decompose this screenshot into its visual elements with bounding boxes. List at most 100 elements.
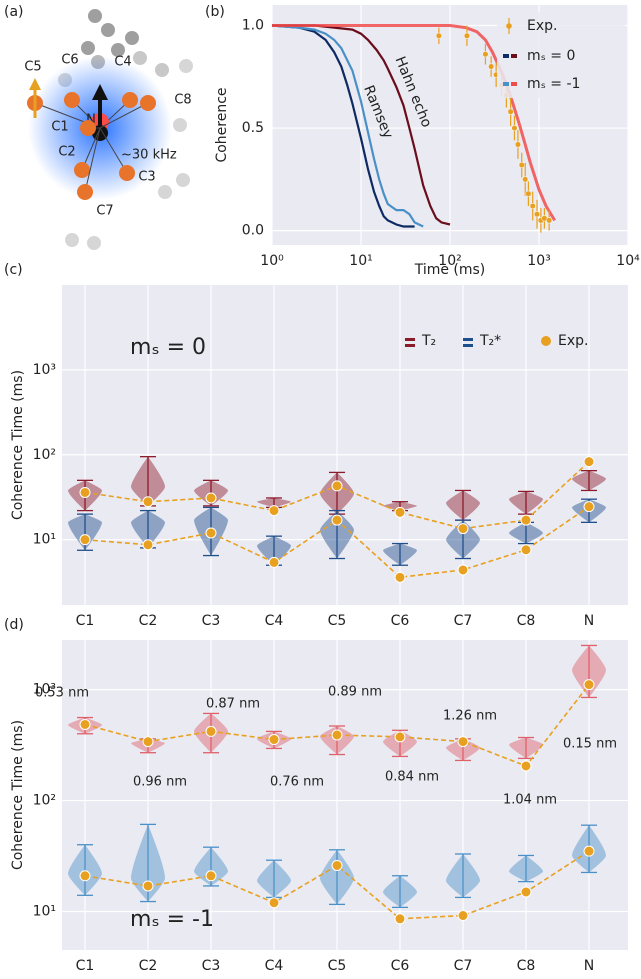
atom-label: C3: [138, 170, 155, 185]
x-tick-label: C6: [391, 958, 410, 974]
distance-label: 1.04 nm: [503, 793, 557, 808]
exp-point: [520, 760, 532, 772]
x-tick-label: C4: [265, 613, 284, 629]
exp-point: [522, 176, 529, 183]
legend-label: T₂*: [479, 333, 501, 349]
exp-point: [514, 141, 521, 148]
y-axis-label: Coherence: [214, 87, 230, 162]
legend-swatch: [511, 54, 517, 58]
exp-point: [331, 480, 343, 492]
exp-point: [331, 514, 343, 526]
exp-point: [205, 870, 217, 882]
atom-label: C7: [96, 204, 113, 219]
legend-label: mₛ = 0: [527, 48, 575, 64]
y-tick-label: 10³: [33, 682, 56, 698]
y-tick-label: 10²: [33, 447, 56, 463]
exp-point: [142, 736, 154, 748]
distance-label: 0.96 nm: [133, 775, 187, 790]
exp-point: [394, 913, 406, 925]
atom-label: C4: [114, 55, 131, 70]
plot-area: [62, 640, 628, 950]
exp-point: [520, 544, 532, 556]
distance-label: 0.53 nm: [35, 686, 89, 701]
carbon-atom: [64, 92, 80, 108]
exp-point: [268, 897, 280, 909]
c5-spin-head: [29, 78, 41, 90]
exp-point: [457, 523, 469, 535]
coherence-curve: [272, 24, 451, 226]
atom-label: C8: [174, 93, 191, 108]
bond: [99, 127, 128, 174]
legend-swatch: [511, 82, 517, 86]
x-tick-label: N: [584, 613, 594, 629]
x-tick-label: C1: [76, 958, 95, 974]
atom-label: C5: [24, 60, 41, 75]
exp-point: [520, 886, 532, 898]
carbon-atom: [122, 92, 138, 108]
x-tick-label: N: [584, 958, 594, 974]
y-tick-label: 0.5: [242, 120, 264, 136]
legend-swatch: [463, 344, 473, 347]
exp-point: [463, 32, 470, 39]
coherence-curve: [271, 24, 415, 228]
distance-label: 0.15 nm: [563, 737, 617, 752]
spin-state-label: mₛ = -1: [130, 907, 214, 932]
exp-point: [546, 217, 553, 224]
y-tick-label: 1.0: [242, 18, 264, 34]
distance-label: 1.26 nm: [443, 709, 497, 724]
exp-point: [583, 845, 595, 857]
exp-point: [142, 880, 154, 892]
legend-label: mₛ = -1: [527, 76, 580, 92]
exp-point: [533, 211, 541, 218]
exp-point: [205, 527, 217, 539]
exp-point: [457, 736, 469, 748]
x-tick-label: C3: [202, 613, 221, 629]
legend-box: [497, 12, 625, 98]
x-tick-label: C7: [454, 613, 473, 629]
exp-point: [518, 161, 525, 169]
carbon-atom: [80, 120, 96, 136]
legend-exp-dot: [506, 23, 512, 29]
panel-label: (b): [205, 4, 225, 20]
legend-label: Exp.: [558, 333, 588, 349]
y-tick-label: 10¹: [33, 532, 56, 548]
spin-state-label: mₛ = 0: [130, 335, 206, 360]
exp-point: [583, 456, 595, 468]
exp-point: [394, 731, 406, 743]
y-axis-label: Coherence Time (ms): [10, 370, 26, 520]
exp-point: [331, 859, 343, 871]
x-tick-label: C7: [454, 958, 473, 974]
y-axis-label: Coherence Time (ms): [10, 720, 26, 870]
plot-area: [62, 285, 628, 605]
x-tick-label: C8: [517, 613, 536, 629]
legend-swatch: [503, 54, 509, 58]
distance-label: 0.89 nm: [328, 685, 382, 700]
panel-a: (a) C6 C4 C5 N C8 C1 C2 C3 C7 ~30 kHz: [4, 4, 192, 219]
exp-point: [525, 190, 532, 197]
bond: [84, 127, 101, 193]
exp-point: [394, 506, 406, 518]
legend-swatch: [405, 338, 415, 341]
carbon-atom: [74, 162, 90, 178]
exp-point: [394, 571, 406, 583]
exp-line: [84, 850, 590, 920]
exp-point: [457, 910, 469, 922]
coupling-label: ~30 kHz: [121, 148, 177, 163]
exp-point: [507, 108, 514, 115]
legend-label: Exp.: [527, 18, 557, 34]
exp-point: [482, 51, 489, 58]
exp-point: [142, 539, 154, 551]
exp-point: [79, 486, 91, 498]
exp-point: [331, 729, 343, 741]
x-tick-label: C8: [517, 958, 536, 974]
carbon-atom: [119, 165, 135, 181]
atom-label: C1: [51, 120, 68, 135]
x-tick-label: C5: [328, 613, 347, 629]
x-tick-label: C2: [139, 958, 158, 974]
exp-point: [457, 564, 469, 576]
panel-label: (d): [4, 617, 24, 633]
coherence-curve: [271, 24, 424, 228]
exp-point: [583, 679, 595, 691]
exp-point: [511, 125, 518, 132]
exp-point: [435, 32, 442, 39]
